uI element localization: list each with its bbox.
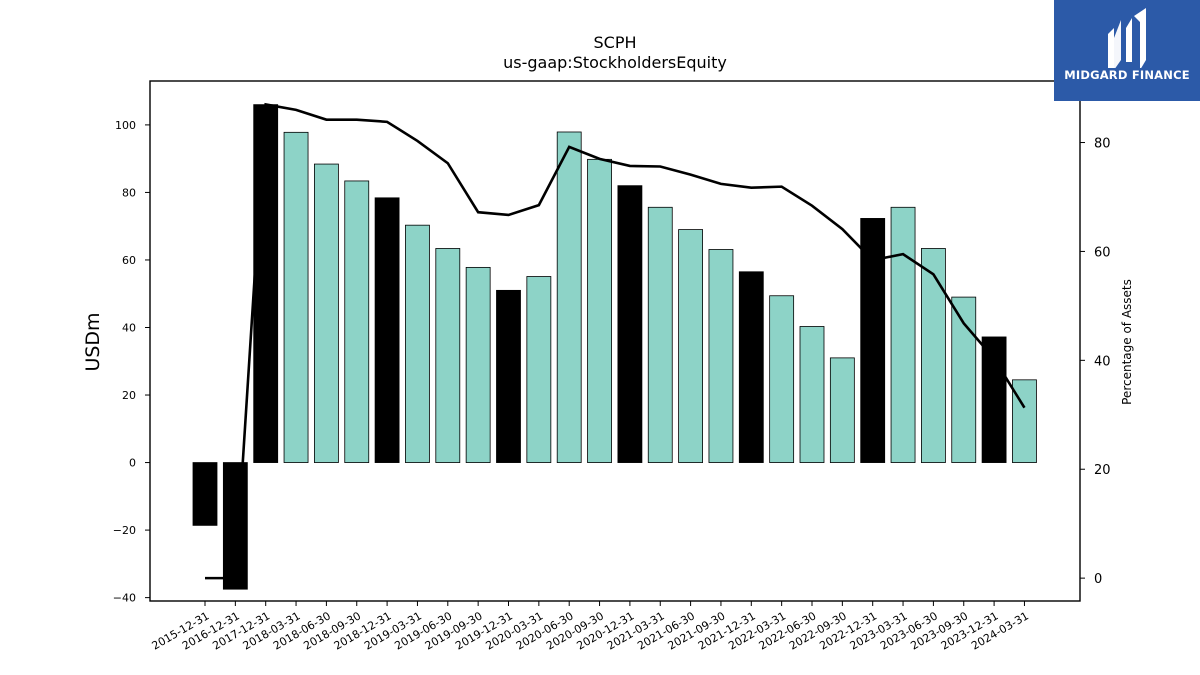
bar-2020-09-30: [587, 158, 612, 463]
bar-2021-12-31: [738, 271, 764, 463]
x-axis-ticks: 2015-12-312016-12-312017-12-312018-03-31…: [150, 601, 1031, 653]
y-tick-label: 60: [122, 254, 136, 267]
y-tick-label: 80: [122, 186, 136, 199]
bar-2022-12-31: [860, 218, 886, 463]
bar-2022-06-30: [799, 326, 825, 463]
brand-name: MIDGARD FINANCE: [1064, 68, 1190, 82]
bar-2019-06-30: [435, 248, 461, 463]
bar-2021-06-30: [678, 229, 703, 463]
y-tick-label: 0: [129, 457, 136, 470]
bar-2017-12-31: [253, 104, 279, 463]
y2-tick-label: 0: [1094, 572, 1102, 587]
y-tick-label: −40: [113, 592, 136, 605]
y2-tick-label: 80: [1094, 137, 1111, 152]
bar-2019-03-31: [405, 224, 430, 463]
bar-2020-12-31: [617, 185, 643, 463]
y2-tick-label: 60: [1094, 245, 1111, 260]
bar-2023-06-30: [921, 248, 946, 463]
y-tick-label: 20: [122, 389, 136, 402]
bar-2023-03-31: [890, 206, 916, 463]
plot-frame: [149, 80, 1081, 602]
chart-title: SCPH: [593, 33, 636, 52]
bar-2023-12-31: [981, 336, 1007, 463]
bar-2018-03-31: [283, 131, 309, 463]
bar-2019-12-31: [496, 289, 521, 463]
y-axis-label: USDm: [82, 312, 104, 371]
y2-axis-ticks: 0 20 40 60 80: [1080, 137, 1111, 587]
bar-2021-03-31: [647, 206, 673, 463]
bar-2015-12-31: [192, 462, 218, 526]
y-tick-label: 100: [115, 119, 136, 132]
bar-2019-09-30: [465, 266, 491, 463]
bar-2022-03-31: [769, 295, 795, 463]
y-axis-ticks: −40 −20 0 20 40 60 80 100: [113, 119, 150, 605]
bar-series: [192, 104, 1037, 590]
y2-axis-label: Percentage of Assets: [1120, 279, 1134, 405]
bar-2020-03-31: [526, 276, 552, 463]
midgard-logo-icon: [1108, 8, 1146, 68]
bar-2020-06-30: [556, 131, 582, 463]
bar-2022-09-30: [829, 357, 855, 463]
percentage-of-assets-line: [205, 102, 1026, 580]
y-tick-label: 40: [122, 321, 136, 334]
chart-subtitle: us-gaap:StockholdersEquity: [503, 53, 727, 72]
bar-2018-09-30: [344, 180, 370, 463]
y2-tick-label: 40: [1094, 354, 1111, 369]
bar-2021-09-30: [708, 249, 734, 463]
bar-2018-06-30: [313, 163, 339, 463]
y-tick-label: −20: [113, 524, 136, 537]
y2-tick-label: 20: [1094, 463, 1111, 478]
brand-logo: MIDGARD FINANCE: [1054, 0, 1200, 101]
bar-2018-12-31: [374, 197, 400, 463]
